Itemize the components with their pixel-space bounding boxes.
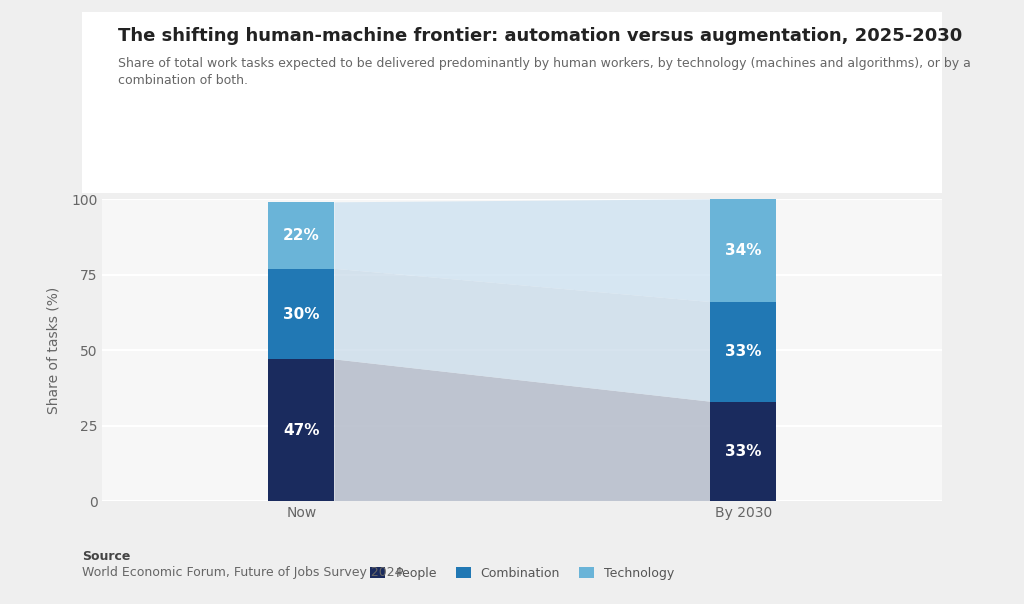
Polygon shape	[335, 359, 710, 501]
Polygon shape	[335, 199, 710, 302]
Text: 47%: 47%	[283, 423, 319, 438]
Polygon shape	[335, 269, 710, 402]
Text: 22%: 22%	[283, 228, 319, 243]
Bar	[710, 402, 776, 501]
Text: The shifting human-machine frontier: automation versus augmentation, 2025-2030: The shifting human-machine frontier: aut…	[118, 27, 962, 45]
Text: 33%: 33%	[725, 344, 762, 359]
Text: Source: Source	[82, 550, 130, 563]
Text: 34%: 34%	[725, 243, 762, 258]
Text: Share of total work tasks expected to be delivered predominantly by human worker: Share of total work tasks expected to be…	[118, 57, 971, 88]
Bar	[710, 302, 776, 402]
Text: 33%: 33%	[725, 444, 762, 459]
Text: World Economic Forum, Future of Jobs Survey 2024.: World Economic Forum, Future of Jobs Sur…	[82, 566, 407, 579]
Legend: People, Combination, Technology: People, Combination, Technology	[366, 562, 679, 585]
Bar	[268, 202, 335, 269]
Text: 30%: 30%	[283, 307, 319, 321]
Bar	[268, 269, 335, 359]
Bar	[268, 359, 335, 501]
Bar	[710, 199, 776, 302]
Y-axis label: Share of tasks (%): Share of tasks (%)	[46, 287, 60, 414]
